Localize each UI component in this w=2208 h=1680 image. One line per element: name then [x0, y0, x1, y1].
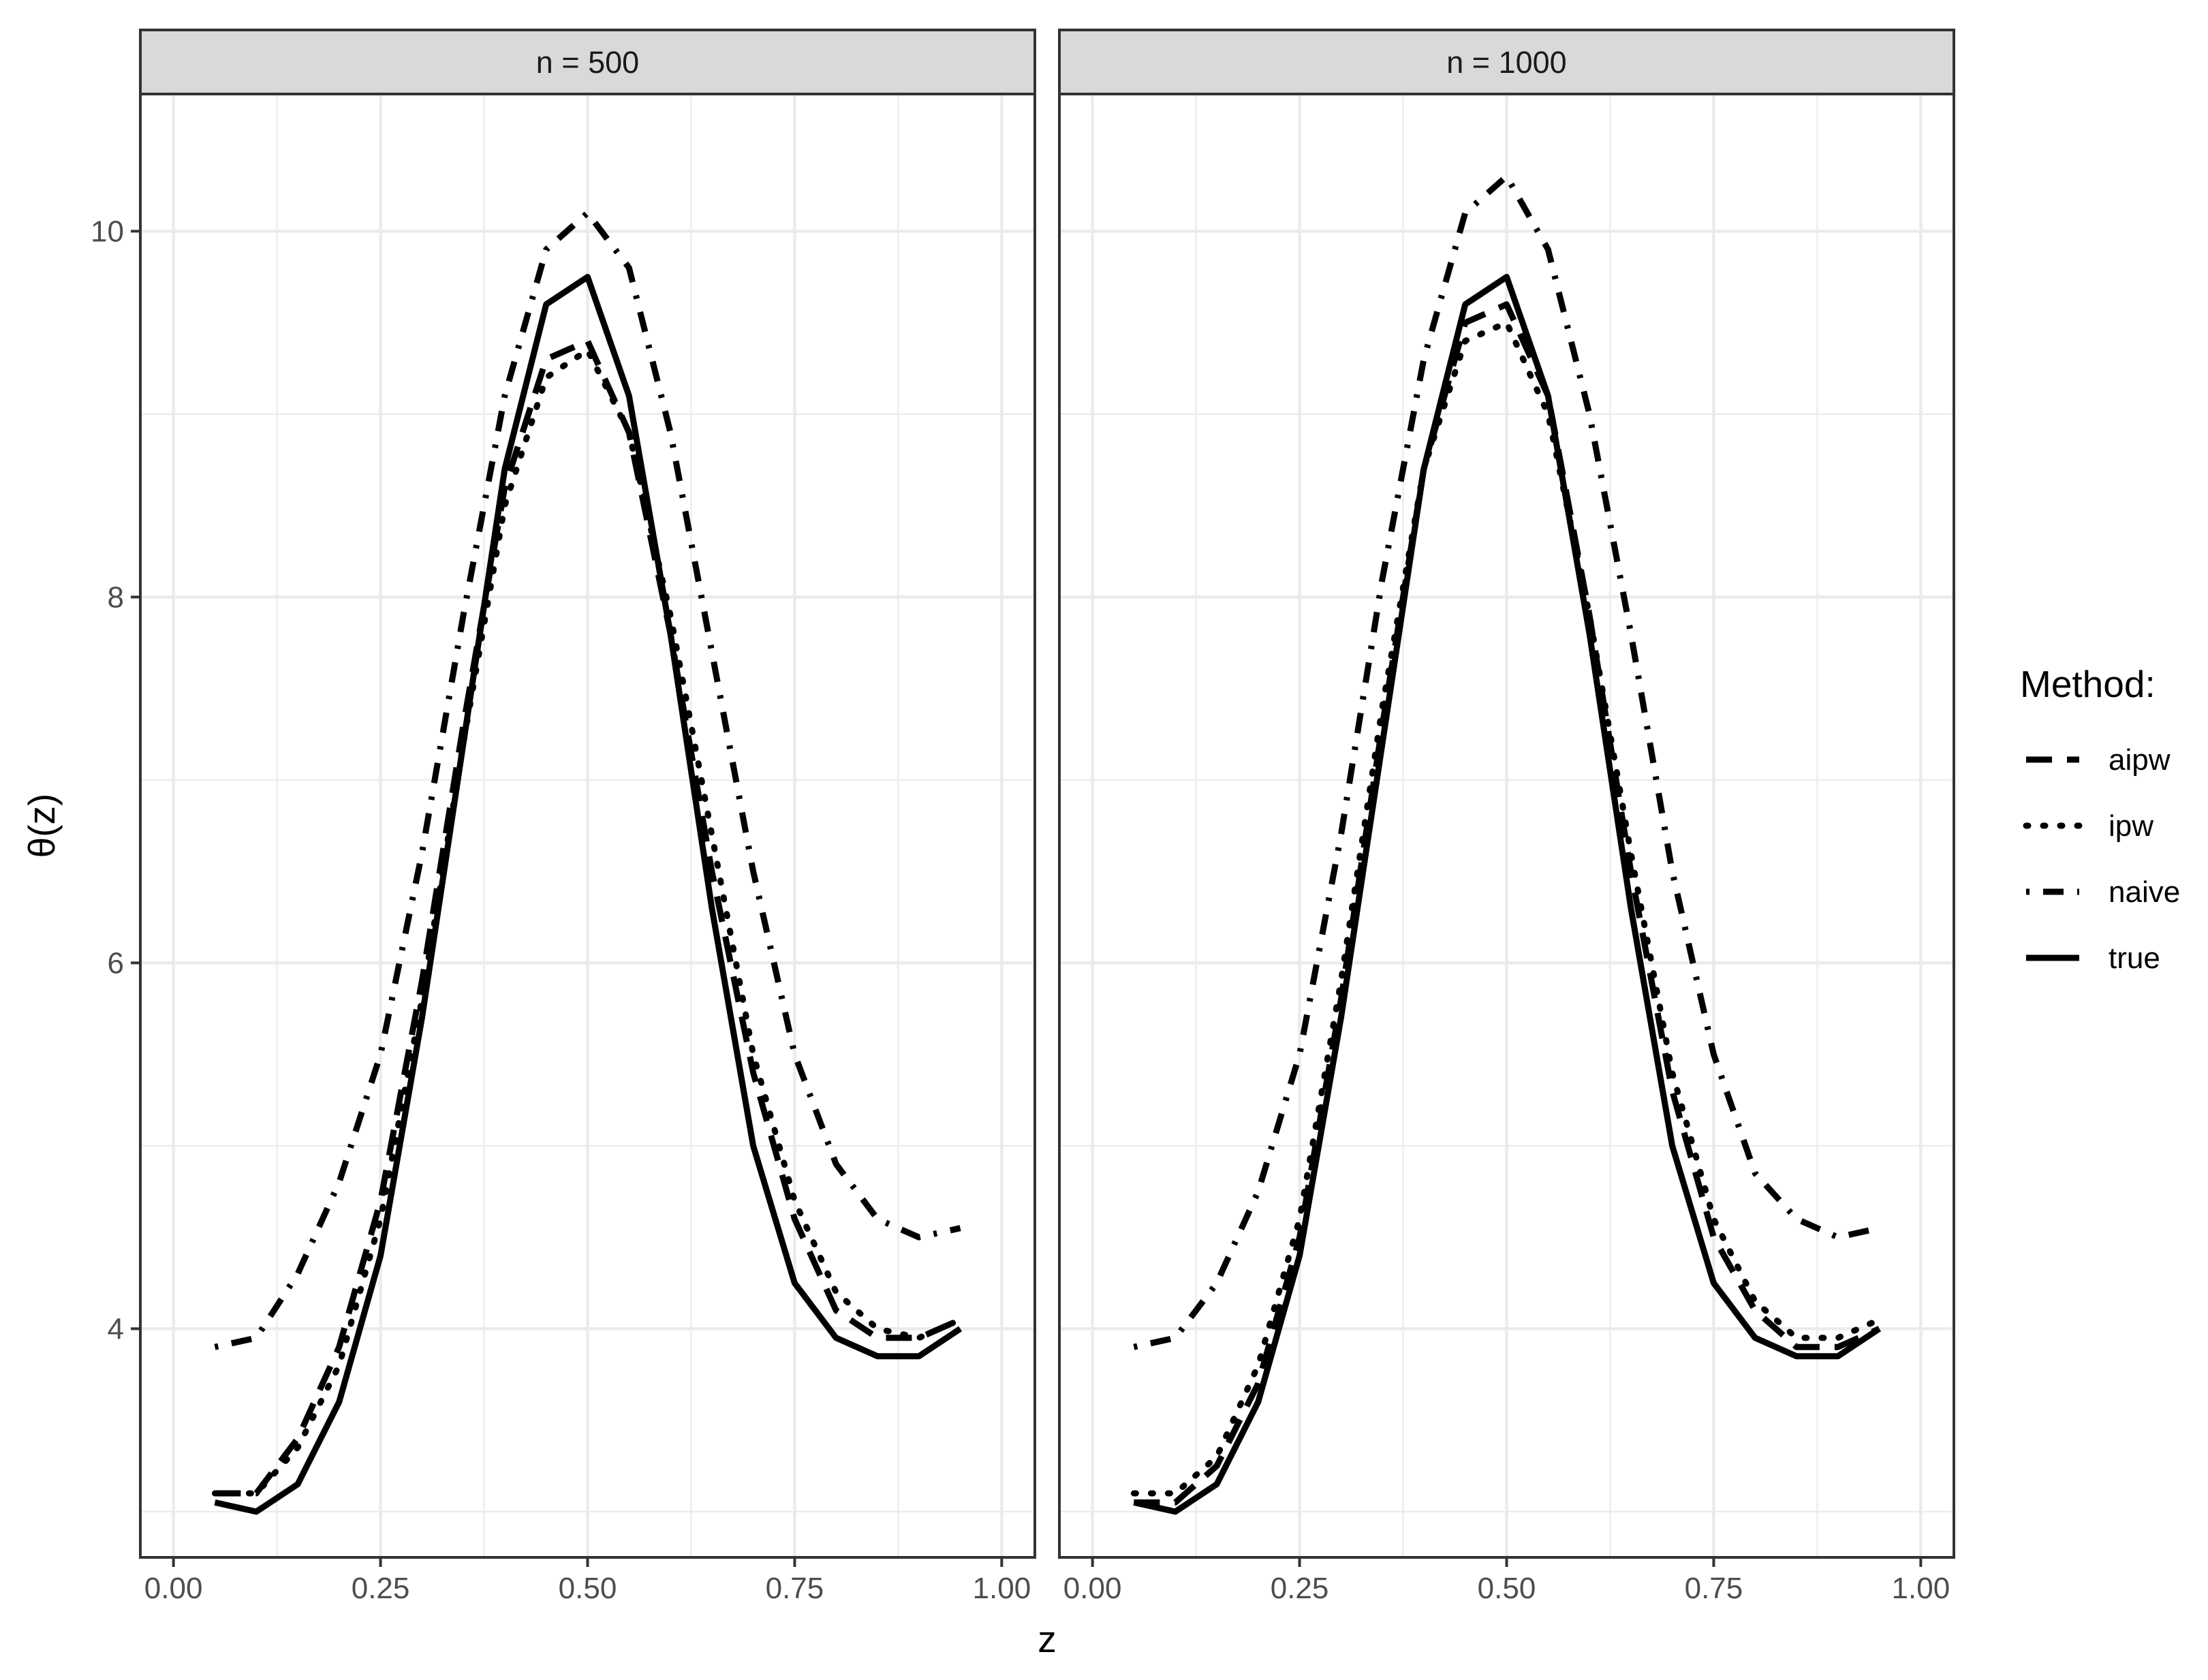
x-tick-label: 0.25 [1271, 1572, 1329, 1605]
legend-title: Method: [2020, 663, 2156, 705]
legend-label-aipw: aipw [2109, 743, 2171, 777]
facet-strip-label-n500: n = 500 [536, 45, 639, 80]
facet-strip-n1000 [1058, 29, 1955, 95]
facet-panel-n1000: n = 1000 0.00 0.25 0.50 0.75 1.00 [1058, 29, 1955, 1605]
legend: Method: aipw ipw naive true [2020, 663, 2180, 975]
x-tick-label: 0.50 [559, 1572, 617, 1605]
y-axis-title: θ(z) [20, 794, 63, 858]
x-axis-title: z [1038, 1618, 1057, 1660]
x-tick-label: 0.00 [144, 1572, 203, 1605]
x-axis-n500: 0.00 0.25 0.50 0.75 1.00 [144, 1557, 1031, 1605]
series-line-true [214, 274, 963, 1515]
legend-label-true: true [2109, 942, 2160, 975]
series-line-aipw [215, 338, 962, 1497]
y-tick-label: 10 [91, 215, 124, 248]
x-tick-label: 0.75 [766, 1572, 824, 1605]
x-tick-label: 1.00 [1892, 1572, 1950, 1605]
series-line-aipw [1134, 301, 1881, 1506]
facet-strip-n500 [139, 29, 1036, 95]
y-axis: 4 6 8 10 [91, 215, 140, 1345]
x-axis-n1000: 0.00 0.25 0.50 0.75 1.00 [1063, 1557, 1950, 1605]
x-tick-label: 1.00 [973, 1572, 1031, 1605]
y-tick-label: 4 [108, 1312, 124, 1345]
legend-label-ipw: ipw [2109, 809, 2153, 843]
facet-strip-label-n1000: n = 1000 [1446, 45, 1566, 80]
x-tick-label: 0.00 [1063, 1572, 1122, 1605]
legend-label-naive: naive [2109, 875, 2180, 909]
x-tick-label: 0.50 [1478, 1572, 1536, 1605]
series-line-ipw [211, 347, 964, 1497]
series-line-naive [1133, 173, 1880, 1350]
series-lines-n1000 [1130, 173, 1883, 1515]
facet-panel-n500: n = 500 0.00 0.25 0.50 0.75 1.00 [139, 29, 1036, 1605]
gridlines-n500 [140, 94, 1035, 1557]
series-lines-n500 [211, 210, 964, 1515]
y-tick-label: 6 [108, 946, 124, 980]
series-line-true [1133, 274, 1882, 1515]
x-tick-label: 0.25 [352, 1572, 410, 1605]
y-tick-label: 8 [108, 580, 124, 614]
x-tick-label: 0.75 [1685, 1572, 1743, 1605]
series-line-naive [214, 210, 961, 1350]
series-line-ipw [1130, 320, 1883, 1497]
